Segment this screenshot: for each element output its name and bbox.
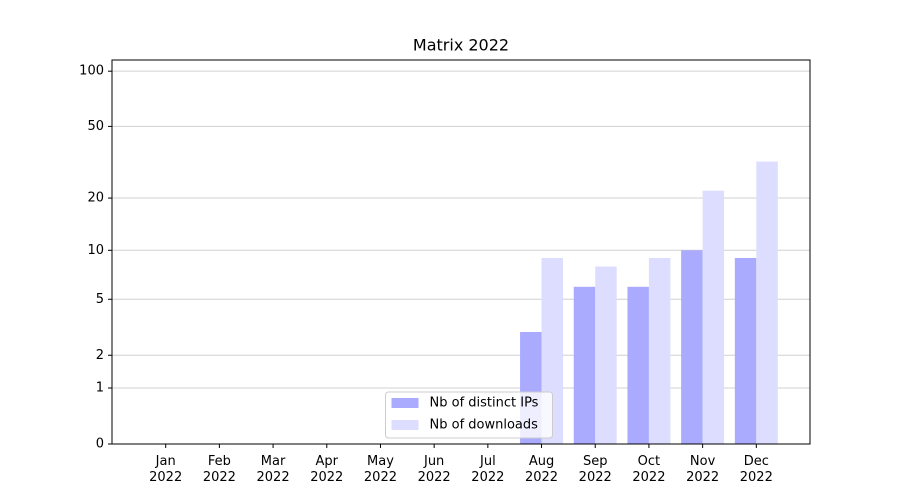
bar (627, 286, 649, 444)
x-tick-label: Mar 2022 (257, 454, 290, 485)
y-tick-label: 2 (96, 348, 104, 363)
x-tick-label: Sep 2022 (579, 454, 612, 485)
plot-frame (111, 59, 811, 445)
y-tick-label: 20 (87, 191, 104, 206)
legend-label: Nb of distinct IPs (430, 396, 539, 411)
bar (573, 286, 596, 444)
y-tick-label: 50 (87, 119, 104, 134)
x-tick-label: Dec 2022 (740, 454, 773, 485)
y-tick-label: 100 (79, 64, 104, 79)
y-tick-label: 5 (96, 292, 104, 307)
x-tick-label: Jan 2022 (149, 454, 182, 485)
x-tick-label: Apr 2022 (310, 454, 343, 485)
chart-title: Matrix 2022 (413, 36, 509, 55)
bar (756, 161, 778, 444)
x-tick-label: Oct 2022 (632, 454, 665, 485)
y-tick-label: 0 (96, 437, 104, 452)
x-tick-label: May 2022 (364, 454, 397, 485)
legend-label: Nb of downloads (430, 418, 539, 433)
bar (702, 190, 725, 444)
x-tick-label: Nov 2022 (686, 454, 719, 485)
y-tick-label: 10 (87, 243, 104, 258)
x-tick-label: Jun 2022 (418, 454, 451, 485)
x-tick-label: Aug 2022 (525, 454, 558, 485)
bar (595, 266, 617, 444)
x-tick-label: Jul 2022 (471, 454, 504, 485)
legend-swatch (391, 398, 419, 408)
bar (734, 257, 757, 444)
bar (681, 250, 703, 444)
legend-box (385, 391, 553, 439)
legend-swatch (391, 420, 419, 430)
y-tick-label: 1 (96, 381, 104, 396)
bar (648, 257, 671, 444)
x-tick-label: Feb 2022 (203, 454, 236, 485)
